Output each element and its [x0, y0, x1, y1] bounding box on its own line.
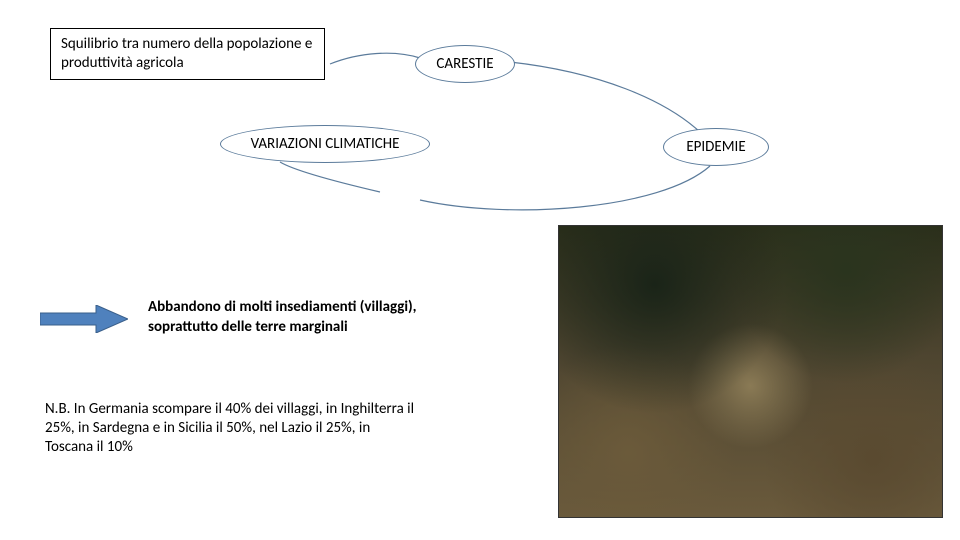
plague-image — [558, 225, 943, 518]
intro-text: Squilibrio tra numero della popolazione … — [61, 35, 312, 72]
node-carestie: CARESTIE — [415, 45, 515, 83]
node-variazioni-label: VARIAZIONI CLIMATICHE — [251, 135, 400, 153]
node-variazioni: VARIAZIONI CLIMATICHE — [220, 125, 430, 163]
node-carestie-label: CARESTIE — [436, 55, 493, 73]
node-epidemie: EPIDEMIE — [663, 128, 769, 166]
node-epidemie-label: EPIDEMIE — [686, 138, 745, 156]
arrow-icon — [40, 305, 128, 333]
nota-text: N.B. In Germania scompare il 40% dei vil… — [45, 400, 415, 458]
intro-box: Squilibrio tra numero della popolazione … — [50, 28, 325, 80]
abbandono-text: Abbandono di molti insediamenti (villagg… — [148, 298, 468, 337]
